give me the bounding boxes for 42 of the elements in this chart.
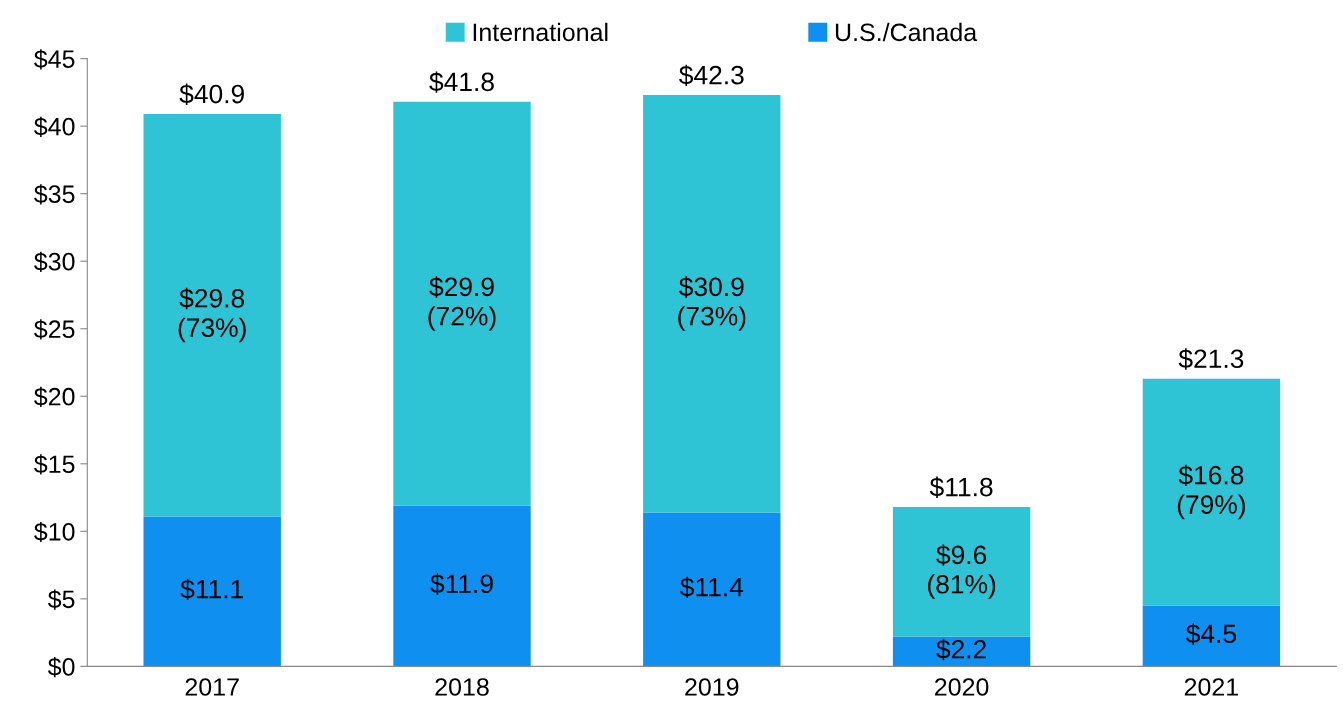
- total-label: $11.8: [929, 476, 993, 498]
- data-label: $29.9 (72%): [428, 276, 496, 331]
- data-label: $29.8 (73%): [178, 287, 246, 343]
- bar: [892, 636, 1031, 667]
- data-label: $30.9 (73%): [678, 276, 746, 331]
- y-tick-label: $30: [34, 251, 75, 273]
- legend-label: U.S./Canada: [835, 22, 978, 42]
- data-label: $2.2: [936, 638, 986, 661]
- x-tick-label: 2020: [935, 678, 989, 696]
- y-tick-label: $0: [47, 656, 75, 678]
- data-label: $16.8 (79%): [1177, 464, 1245, 520]
- bar: [1142, 378, 1281, 606]
- bar: [143, 516, 281, 667]
- bar: [143, 114, 281, 517]
- data-label: $11.1: [180, 578, 243, 601]
- data-label: $4.5: [1185, 623, 1236, 645]
- y-tick-label: $5: [47, 589, 75, 610]
- y-tick-label: $45: [34, 49, 75, 70]
- bar: [1142, 605, 1281, 667]
- x-tick-label: 2021: [1184, 678, 1238, 696]
- bar: [892, 507, 1031, 637]
- bar: [393, 101, 531, 506]
- legend-label: International: [473, 22, 608, 42]
- y-tick-label: $15: [34, 454, 75, 475]
- y-tick-label: $25: [34, 319, 75, 340]
- total-label: $21.3: [1178, 348, 1244, 370]
- bar: [393, 505, 531, 667]
- data-label: $9.6 (81%): [928, 544, 996, 599]
- total-label: $41.8: [429, 71, 494, 93]
- y-tick-label: $20: [34, 386, 75, 408]
- x-tick-label: 2017: [185, 678, 239, 696]
- x-tick-label: 2018: [435, 678, 489, 696]
- bar: [643, 512, 781, 667]
- total-label: $40.9: [179, 83, 244, 105]
- total-label: $42.3: [679, 64, 744, 87]
- x-tick-label: 2019: [685, 678, 739, 696]
- data-label: $11.4: [680, 576, 744, 599]
- y-tick-label: $40: [34, 116, 75, 137]
- bar: [643, 95, 781, 513]
- y-tick-label: $10: [34, 521, 75, 543]
- data-label: $11.9: [430, 573, 493, 595]
- y-tick-label: $35: [34, 184, 75, 205]
